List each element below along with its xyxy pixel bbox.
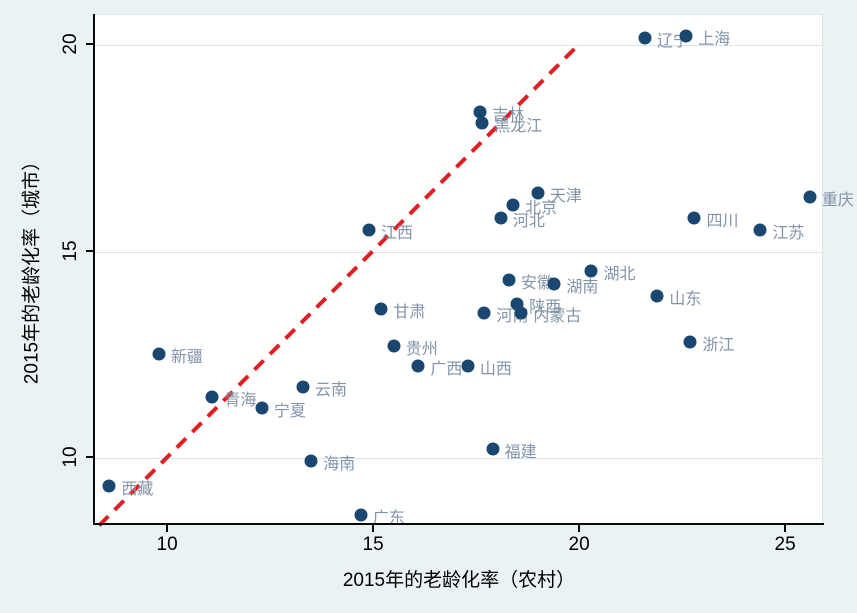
data-point xyxy=(296,380,310,394)
data-point-label: 湖北 xyxy=(603,266,636,284)
data-point xyxy=(304,454,318,468)
y-tick-20 xyxy=(86,43,93,46)
data-point xyxy=(475,116,489,130)
x-tick-label-25: 25 xyxy=(774,534,796,555)
data-point-label: 河北 xyxy=(512,212,545,230)
x-tick-25 xyxy=(784,525,787,532)
x-axis-title: 2015年的老龄化率（农村） xyxy=(342,570,576,591)
y-tick-label-10: 10 xyxy=(60,446,81,468)
gridline-y-15 xyxy=(95,251,823,253)
data-point-label: 安徽 xyxy=(521,274,554,292)
data-point xyxy=(362,223,376,237)
data-point-label: 湖南 xyxy=(566,278,599,296)
data-point xyxy=(506,198,520,212)
data-point xyxy=(679,29,693,43)
data-point-label: 海南 xyxy=(323,456,356,474)
data-point xyxy=(650,289,664,303)
data-point xyxy=(102,479,116,493)
x-axis-line xyxy=(93,523,824,525)
data-point xyxy=(494,211,508,225)
data-point-label: 陕西 xyxy=(529,299,562,317)
data-point-label: 吉林 xyxy=(492,107,525,125)
data-point xyxy=(354,508,368,522)
data-point xyxy=(547,277,561,291)
data-point-label: 广西 xyxy=(430,361,463,379)
y-tick-15 xyxy=(86,249,93,252)
data-point-label: 云南 xyxy=(315,382,348,400)
data-point-label: 新疆 xyxy=(170,349,203,367)
data-point xyxy=(753,223,767,237)
data-point-label: 山东 xyxy=(669,291,702,309)
data-point xyxy=(584,264,598,278)
data-point xyxy=(473,105,487,119)
data-point xyxy=(387,339,401,353)
data-point-label: 福建 xyxy=(504,444,537,462)
x-tick-10 xyxy=(166,525,169,532)
x-tick-label-10: 10 xyxy=(156,534,178,555)
data-point xyxy=(486,442,500,456)
data-point-label: 甘肃 xyxy=(393,303,426,321)
y-tick-10 xyxy=(86,456,93,459)
data-point xyxy=(683,335,697,349)
data-point-label: 江西 xyxy=(380,225,413,243)
data-point-label: 北京 xyxy=(525,200,558,218)
data-point xyxy=(411,359,425,373)
x-tick-label-15: 15 xyxy=(362,534,384,555)
y-axis-title: 2015年的老龄化率（城市） xyxy=(21,151,43,385)
data-point-label: 四川 xyxy=(706,212,739,230)
data-point xyxy=(502,273,516,287)
data-point-label: 贵州 xyxy=(405,340,438,358)
plot-area xyxy=(95,14,823,523)
data-point xyxy=(461,359,475,373)
data-point xyxy=(374,302,388,316)
data-point-label: 内蒙古 xyxy=(533,307,582,325)
data-point xyxy=(205,390,219,404)
data-point xyxy=(638,31,652,45)
data-point xyxy=(152,347,166,361)
gridline-y-10 xyxy=(95,458,823,460)
y-tick-label-15: 15 xyxy=(60,240,81,262)
data-point-label: 宁夏 xyxy=(273,402,306,420)
data-point xyxy=(514,306,528,320)
data-point-label: 广东 xyxy=(372,510,405,528)
data-point-label: 上海 xyxy=(698,30,731,48)
x-tick-20 xyxy=(578,525,581,532)
data-point xyxy=(477,306,491,320)
data-point-label: 西藏 xyxy=(121,481,154,499)
data-point xyxy=(255,401,269,415)
x-tick-15 xyxy=(372,525,375,532)
data-point-label: 浙江 xyxy=(702,336,735,354)
data-point-label: 黑龙江 xyxy=(494,117,543,135)
data-point-label: 江苏 xyxy=(772,225,805,243)
data-point-label: 天津 xyxy=(549,187,582,205)
data-point-label: 山西 xyxy=(479,361,512,379)
data-point-label: 青海 xyxy=(224,392,257,410)
data-point xyxy=(531,186,545,200)
x-tick-label-20: 20 xyxy=(568,534,590,555)
data-point-label: 重庆 xyxy=(821,192,854,210)
y-axis-line xyxy=(93,14,95,525)
data-point xyxy=(687,211,701,225)
data-point xyxy=(803,190,817,204)
y-tick-label-20: 20 xyxy=(60,33,81,55)
